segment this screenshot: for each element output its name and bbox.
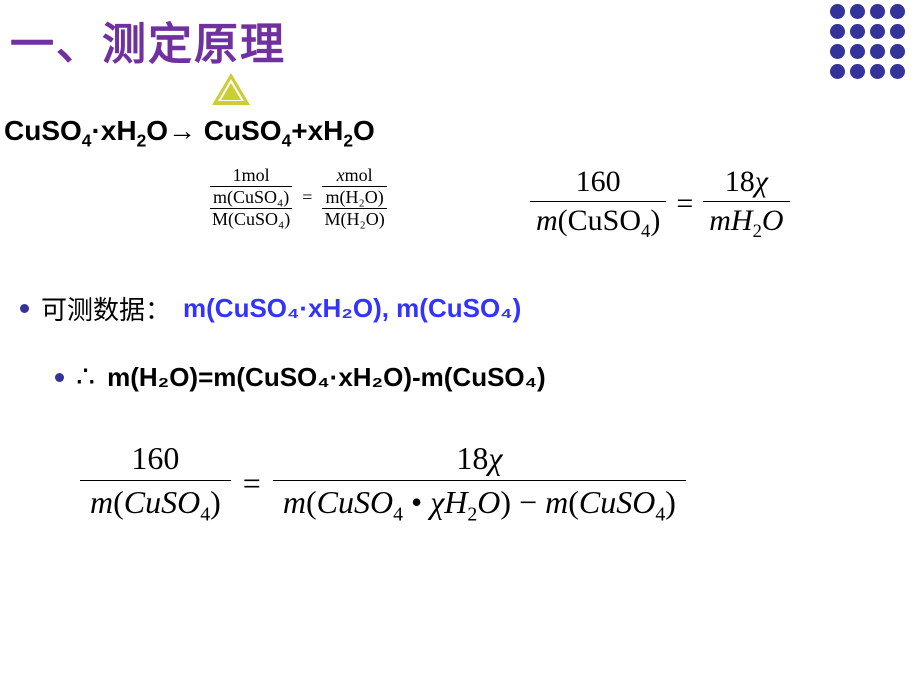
dot bbox=[870, 24, 885, 39]
dot bbox=[890, 44, 905, 59]
final-left: 160 m(CuSO4) bbox=[80, 440, 231, 526]
final-left-den: m(CuSO4) bbox=[80, 481, 231, 526]
final-equation: 160 m(CuSO4) = 18χ m(CuSO4 • χH2O) − m(C… bbox=[80, 440, 686, 526]
dot bbox=[870, 64, 885, 79]
bfr-m: mH bbox=[709, 204, 752, 237]
final-eq-sign: = bbox=[243, 465, 261, 502]
rhs-compound: CuSO bbox=[204, 115, 282, 146]
page-title: 一、测定原理 bbox=[10, 8, 286, 72]
dot bbox=[890, 64, 905, 79]
measurable-row: 可测数据： m(CuSO₄·xH₂O), m(CuSO₄) bbox=[20, 290, 521, 327]
bfr-sub: 2 bbox=[753, 221, 762, 242]
lhs-h2o-sub: 2 bbox=[137, 131, 147, 151]
rhs-h2o-sub: 2 bbox=[343, 131, 353, 151]
final-right: 18χ m(CuSO4 • χH2O) − m(CuSO4) bbox=[273, 440, 686, 526]
dot bbox=[830, 64, 845, 79]
bfr-num: 18χ bbox=[703, 165, 789, 202]
dot bbox=[890, 4, 905, 19]
big-frac-right: 18χ mH2O bbox=[703, 165, 789, 243]
sfl-den: M(CuSO₄) bbox=[210, 209, 292, 230]
therefore-symbol: ∴ bbox=[76, 360, 95, 395]
lhs-hydrate: ·xH bbox=[91, 115, 136, 146]
lhs-o: O bbox=[146, 115, 168, 146]
dot bbox=[830, 24, 845, 39]
bfr-chi: χ bbox=[755, 165, 768, 198]
bfl-den: m(CuSO4) bbox=[530, 202, 666, 243]
mole-ratio-small: 1mol m(CuSO₄) M(CuSO₄) = xmol m(H₂O) M(H… bbox=[210, 165, 387, 230]
dot bbox=[850, 4, 865, 19]
reaction-equation: CuSO4·xH2O→ CuSO4+xH2O bbox=[4, 115, 375, 152]
bfl-num: 160 bbox=[530, 165, 666, 202]
final-left-num: 160 bbox=[80, 440, 231, 481]
rhs-sub: 4 bbox=[282, 131, 292, 151]
dot bbox=[870, 44, 885, 59]
sfr-x: x bbox=[337, 165, 345, 185]
bullet-icon bbox=[55, 373, 64, 382]
dot bbox=[830, 4, 845, 19]
heat-triangle-fill bbox=[221, 83, 241, 100]
rhs-o: O bbox=[353, 115, 375, 146]
big-frac-left: 160 m(CuSO4) bbox=[530, 165, 666, 243]
therefore-text: m(H₂O)=m(CuSO₄·xH₂O)-m(CuSO₄) bbox=[107, 362, 546, 393]
bfl-text: (CuSO bbox=[558, 204, 641, 237]
big-eq: = bbox=[676, 187, 693, 221]
lhs-compound: CuSO bbox=[4, 115, 82, 146]
bfr-coef: 18 bbox=[725, 165, 755, 198]
sfr-den: M(H₂O) bbox=[322, 209, 386, 230]
dot bbox=[830, 44, 845, 59]
bfl-sub: 4 bbox=[641, 221, 650, 242]
sfr-unit: mol bbox=[345, 165, 373, 185]
dot bbox=[850, 64, 865, 79]
bullet-icon bbox=[20, 304, 29, 313]
bfr-o: O bbox=[762, 204, 784, 237]
final-right-den: m(CuSO4 • χH2O) − m(CuSO4) bbox=[273, 481, 686, 526]
sfr-num: xmol bbox=[322, 165, 386, 187]
corner-dots bbox=[830, 4, 908, 82]
bfl-close: ) bbox=[650, 204, 660, 237]
dot bbox=[890, 24, 905, 39]
bfl-m: m bbox=[536, 204, 558, 237]
sfl-num: 1mol bbox=[210, 165, 292, 187]
measurable-data: m(CuSO₄·xH₂O), m(CuSO₄) bbox=[183, 293, 521, 324]
bfr-den: mH2O bbox=[703, 202, 789, 243]
measurable-label: 可测数据： bbox=[41, 290, 171, 327]
sfl-mid: m(CuSO₄) bbox=[210, 187, 292, 209]
dot bbox=[850, 44, 865, 59]
small-frac-right: xmol m(H₂O) M(H₂O) bbox=[322, 165, 386, 230]
therefore-row: ∴ m(H₂O)=m(CuSO₄·xH₂O)-m(CuSO₄) bbox=[55, 360, 546, 395]
mass-ratio-big: 160 m(CuSO4) = 18χ mH2O bbox=[530, 165, 790, 243]
final-right-num: 18χ bbox=[273, 440, 686, 481]
lhs-sub: 4 bbox=[82, 131, 92, 151]
small-frac-left: 1mol m(CuSO₄) M(CuSO₄) bbox=[210, 165, 292, 230]
arrow: → bbox=[168, 115, 196, 146]
sfr-mid: m(H₂O) bbox=[322, 187, 386, 209]
dot bbox=[850, 24, 865, 39]
plus: +xH bbox=[291, 115, 343, 146]
small-eq: = bbox=[302, 187, 312, 208]
dot bbox=[870, 4, 885, 19]
